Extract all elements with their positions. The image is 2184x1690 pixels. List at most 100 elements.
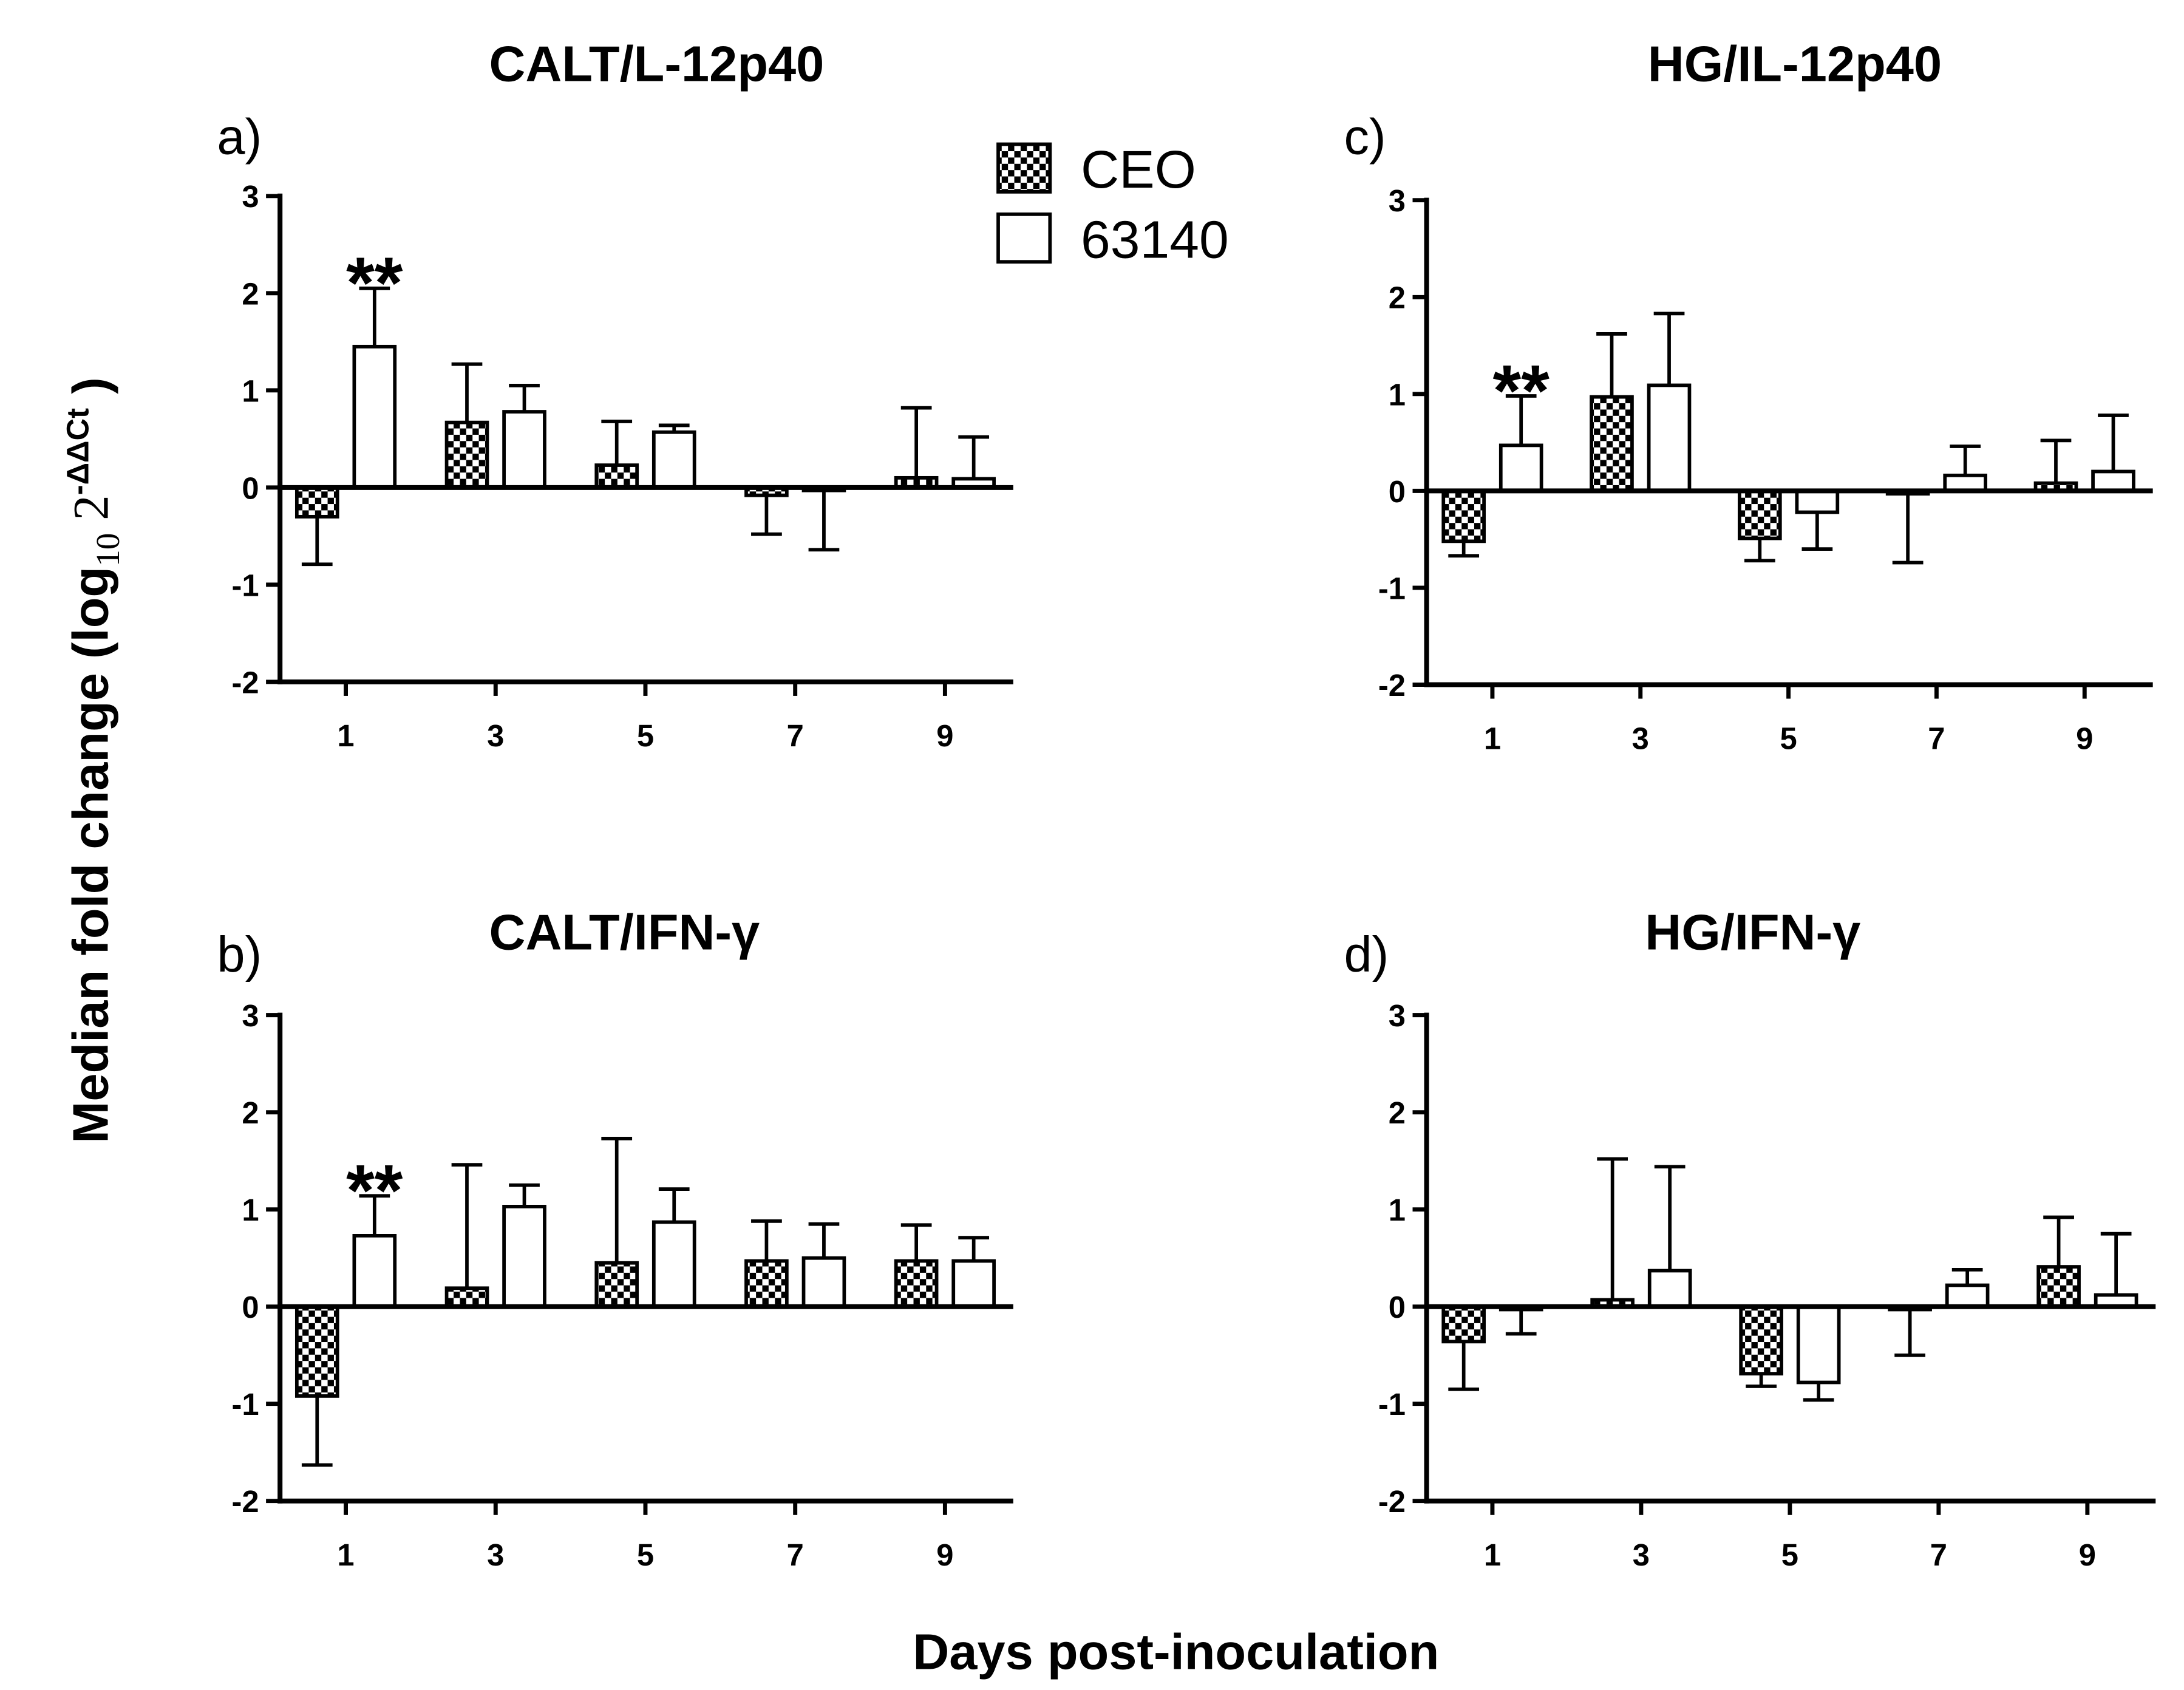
- x-tick-label: 9: [2076, 721, 2093, 756]
- bar-ceo-day-1: [1441, 1304, 1486, 1344]
- bar-ceo-day-1: [294, 1304, 339, 1398]
- y-axis-title: Median fold change (log10 2-ΔΔCt ): [60, 377, 126, 1143]
- y-tick-label: 3: [242, 179, 259, 214]
- x-tick-label: 7: [787, 718, 804, 753]
- y-tick-label: -2: [1378, 668, 1406, 703]
- bar-ceo-day-5: [594, 1261, 639, 1309]
- x-axis-title: Days post-inoculation: [913, 1623, 1439, 1680]
- panel-title: HG/IL-12p40: [1648, 36, 1942, 92]
- bar-63140-day-5: [1795, 489, 1840, 514]
- bar-63140-day-7: [801, 1256, 846, 1309]
- y-tick-label: -2: [231, 1484, 259, 1519]
- y-axis-title-superscript: -ΔΔCt: [60, 408, 95, 495]
- y-tick-label: 2: [1389, 1095, 1406, 1130]
- panel-letter: a): [217, 109, 262, 165]
- y-tick-label: 3: [1389, 998, 1406, 1033]
- y-tick-label: 1: [242, 1193, 259, 1227]
- y-tick-label: -2: [231, 665, 259, 700]
- x-tick-label: 3: [487, 1538, 504, 1572]
- panel-letter: c): [1344, 109, 1386, 165]
- bar-63140-day-1: [352, 1234, 397, 1309]
- y-axis-title-close: ): [63, 377, 119, 408]
- x-tick-label: 5: [637, 1538, 654, 1572]
- significance-marker: **: [346, 1150, 403, 1232]
- x-tick-label: 1: [1484, 1538, 1501, 1572]
- y-tick-label: -1: [1378, 1387, 1406, 1422]
- x-tick-label: 7: [787, 1538, 804, 1572]
- y-tick-label: -1: [1378, 571, 1406, 605]
- significance-marker: **: [346, 242, 403, 324]
- x-tick-label: 3: [487, 718, 504, 753]
- bar-63140-day-3: [502, 410, 546, 489]
- panel-letter: b): [217, 926, 262, 983]
- legend-label-ceo: CEO: [1081, 140, 1196, 199]
- y-tick-label: 1: [1389, 1193, 1406, 1227]
- bar-ceo-day-3: [444, 1286, 489, 1309]
- plot-area: -2 -1 0 1 2 3 1 3 5 7 9 **: [1378, 183, 2153, 756]
- y-tick-label: 3: [1389, 183, 1406, 218]
- x-tick-label: 5: [637, 718, 654, 753]
- bar-63140-day-3: [502, 1204, 546, 1309]
- x-tick-label: 1: [1484, 721, 1501, 756]
- x-tick-label: 5: [1781, 1538, 1798, 1572]
- y-tick-label: 0: [242, 471, 259, 505]
- bar-63140-day-7: [1945, 1283, 1990, 1309]
- plot-area: -2 -1 0 1 2 3 1 3 5 7 9 **: [231, 179, 1013, 753]
- bar-ceo-day-5: [1738, 489, 1782, 540]
- bar-63140-day-9: [2091, 469, 2135, 493]
- panel-letter: d): [1344, 926, 1389, 983]
- legend-label-63140: 63140: [1081, 210, 1229, 269]
- x-tick-label: 3: [1632, 721, 1649, 756]
- bar-63140-day-5: [651, 1220, 696, 1309]
- x-tick-label: 3: [1633, 1538, 1650, 1572]
- panel-d: HG/IFN-γ d) -2 -1 0 1 2 3 1 3 5 7 9: [1344, 904, 2156, 1572]
- legend-swatch-63140: [996, 212, 1052, 264]
- bar-ceo-day-5: [1739, 1304, 1783, 1375]
- bar-ceo-day-5: [594, 463, 639, 489]
- y-axis-title-base: 2: [63, 495, 119, 533]
- panel-a: CALT/L-12p40 a) -2 -1 0 1 2 3 1 3 5 7 9 **: [217, 36, 1013, 753]
- bar-ceo-day-9: [894, 1259, 939, 1309]
- panel-b: CALT/IFN-γ b) -2 -1 0 1 2 3 1 3 5 7 9 **: [217, 904, 1013, 1572]
- panel-title: CALT/IFN-γ: [489, 904, 760, 960]
- y-tick-label: -1: [231, 1387, 259, 1422]
- x-tick-label: 1: [337, 1538, 354, 1572]
- y-tick-label: -1: [231, 568, 259, 602]
- y-tick-label: 2: [1389, 281, 1406, 315]
- y-tick-label: 1: [1389, 377, 1406, 412]
- x-tick-label: 9: [936, 718, 953, 753]
- y-tick-label: 2: [242, 276, 259, 311]
- panel-title: CALT/L-12p40: [489, 36, 824, 92]
- y-tick-label: 0: [1389, 474, 1406, 509]
- y-axis-title-subscript: 10: [89, 533, 126, 567]
- legend-item-63140: 63140: [996, 210, 1229, 269]
- legend: CEO 63140: [996, 140, 1229, 269]
- bar-63140-day-9: [951, 1259, 996, 1309]
- plot-area: -2 -1 0 1 2 3 1 3 5 7 9 **: [231, 998, 1013, 1572]
- panel-title: HG/IFN-γ: [1645, 904, 1860, 960]
- y-tick-label: 0: [242, 1290, 259, 1324]
- bar-63140-day-5: [1796, 1304, 1841, 1385]
- x-tick-label: 9: [2079, 1538, 2096, 1572]
- bar-ceo-day-1: [1441, 489, 1486, 543]
- bar-63140-day-1: [352, 344, 397, 489]
- y-tick-label: 0: [1389, 1290, 1406, 1324]
- panel-c: HG/IL-12p40 c) -2 -1 0 1 2 3 1 3 5 7 9 **: [1344, 36, 2153, 756]
- significance-marker: **: [1493, 350, 1550, 431]
- y-tick-label: 2: [242, 1095, 259, 1130]
- y-tick-label: -2: [1378, 1484, 1406, 1519]
- x-tick-label: 7: [1928, 721, 1945, 756]
- y-tick-label: 3: [242, 998, 259, 1033]
- x-tick-label: 9: [936, 1538, 953, 1572]
- plot-area: -2 -1 0 1 2 3 1 3 5 7 9: [1378, 998, 2156, 1572]
- x-tick-label: 5: [1780, 721, 1797, 756]
- y-tick-label: 1: [242, 373, 259, 408]
- y-axis-title-prefix: Median fold change (: [63, 642, 119, 1143]
- bar-ceo-day-7: [744, 1259, 789, 1309]
- bar-ceo-day-3: [1590, 395, 1634, 493]
- y-axis-title-log: log: [63, 567, 119, 642]
- bar-63140-day-1: [1499, 443, 1543, 493]
- bar-63140-day-3: [1647, 1269, 1692, 1309]
